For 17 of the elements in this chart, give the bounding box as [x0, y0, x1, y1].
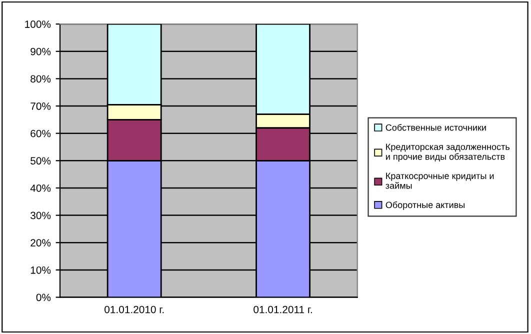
legend-label: Собственные источники — [386, 124, 486, 131]
y-tick-label: 30% — [30, 212, 51, 220]
y-tick-label: 60% — [30, 130, 51, 138]
y-tick-label: 100% — [25, 20, 51, 28]
x-tick-label: 01.01.2010 г. — [104, 306, 164, 314]
x-tick-label: 01.01.2011 г. — [254, 306, 312, 314]
y-tick-label: 50% — [30, 157, 51, 165]
y-tick-label: 20% — [30, 239, 51, 246]
y-tick-label: 10% — [30, 266, 51, 274]
legend-label: Оборотные активы — [386, 201, 464, 210]
y-tick-label: 40% — [30, 184, 51, 192]
y-tick-label: 70% — [30, 102, 51, 110]
y-tick-label: 80% — [30, 75, 51, 83]
y-tick-label: 90% — [30, 48, 51, 56]
legend-label: Краткосрочные кридиты и займы — [386, 172, 494, 189]
legend-label: Кредиторская задолженность и прочие виды обязательств — [386, 144, 510, 162]
y-tick-label: 0% — [36, 294, 51, 302]
